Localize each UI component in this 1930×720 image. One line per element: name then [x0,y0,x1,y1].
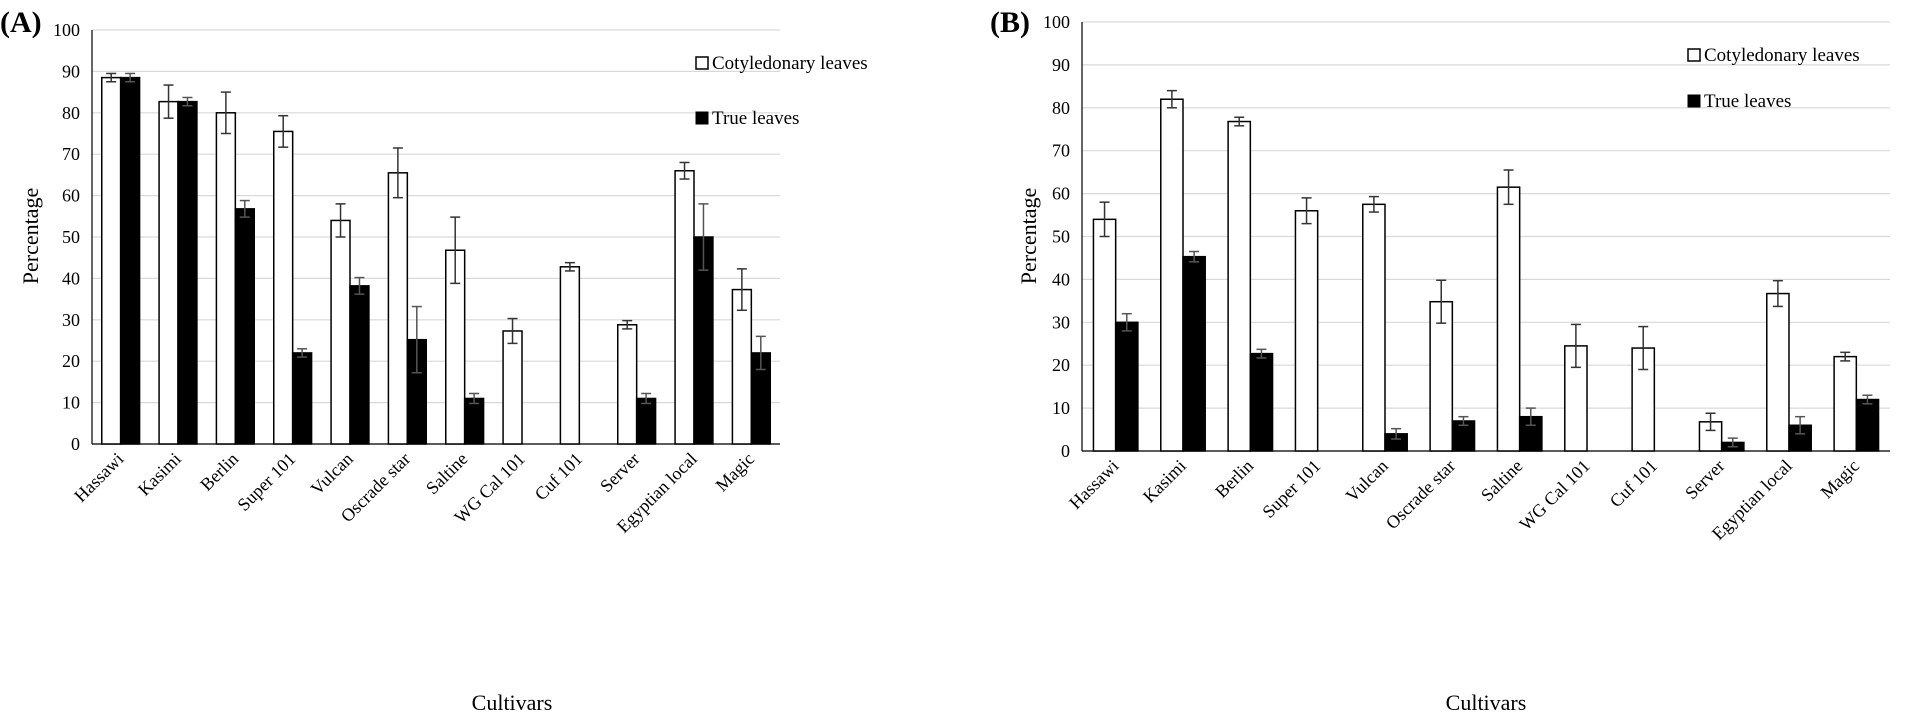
bar-cotyledonary [387,172,409,445]
bar-true-leaves [635,397,657,445]
bar-cotyledonary [158,100,179,445]
legend-label-true-leaves: True leaves [1704,91,1791,112]
y-tick-label: 70 [1052,141,1070,161]
bar-true-leaves [1249,352,1274,452]
y-tick-label: 10 [62,393,80,413]
y-tick-label: 90 [1052,55,1070,75]
y-tick-label: 0 [1061,441,1070,461]
bar-cotyledonary [1496,186,1521,452]
y-tick-label: 80 [62,103,80,123]
x-axis-title: Cultivars [472,690,553,715]
legend-swatch-true-leaves [695,111,709,125]
legend-swatch-cotyledonary [695,56,709,70]
bar-true-leaves [1114,321,1139,452]
bar-true-leaves [291,352,313,445]
bar-cotyledonary [731,288,753,445]
y-tick-label: 20 [62,351,80,371]
bar-true-leaves [349,285,370,445]
y-tick-label: 70 [62,144,80,164]
y-tick-label: 30 [62,310,80,330]
bar-cotyledonary [674,170,695,445]
y-tick-label: 100 [53,20,80,40]
panel-label: (A) [0,6,42,39]
bar-true-leaves [1855,398,1880,452]
y-axis-title: Percentage [18,188,43,285]
bar-cotyledonary [1362,203,1386,452]
bar-cotyledonary [330,219,351,445]
y-tick-label: 20 [1052,355,1070,375]
legend-label-cotyledonary: Cotyledonary leaves [1704,45,1860,66]
y-tick-label: 10 [1052,398,1070,418]
y-tick-label: 0 [71,434,80,454]
bar-true-leaves [234,208,256,445]
legend: Cotyledonary leaves True leaves [695,53,868,129]
bar-cotyledonary [1160,98,1184,452]
bar-true-leaves [1182,255,1206,452]
bar-true-leaves [177,100,198,445]
legend-label-true-leaves: True leaves [712,108,799,129]
x-axis-title: Cultivars [1446,690,1527,715]
y-tick-label: 100 [1043,12,1070,32]
y-tick-label: 80 [1052,98,1070,118]
legend-swatch-cotyledonary [1687,48,1701,62]
bar-cotyledonary [1429,300,1454,452]
y-axis-title: Percentage [1016,188,1041,285]
legend-label-cotyledonary: Cotyledonary leaves [712,53,868,74]
bar-cotyledonary [1294,210,1319,452]
legend-swatch-true-leaves [1687,94,1701,108]
bar-cotyledonary [616,324,638,445]
bar-cotyledonary [100,76,122,445]
bar-cotyledonary [215,112,237,445]
bar-cotyledonary [559,266,581,445]
bar-cotyledonary [1766,292,1790,452]
y-tick-label: 50 [62,227,80,247]
bar-true-leaves [119,76,141,445]
bar-cotyledonary [272,130,294,445]
y-tick-label: 40 [62,268,80,288]
y-tick-label: 60 [62,186,80,206]
bar-true-leaves [463,397,485,445]
y-tick-label: 50 [1052,227,1070,247]
bar-cotyledonary [502,330,523,445]
panel-label: (B) [990,6,1030,39]
bar-cotyledonary [1833,355,1858,452]
legend: Cotyledonary leaves True leaves [1687,45,1860,112]
y-tick-label: 90 [62,61,80,81]
y-tick-label: 60 [1052,184,1070,204]
y-tick-label: 40 [1052,269,1070,289]
y-tick-label: 30 [1052,312,1070,332]
bar-cotyledonary [1227,120,1252,452]
bar-cotyledonary [1092,218,1117,452]
